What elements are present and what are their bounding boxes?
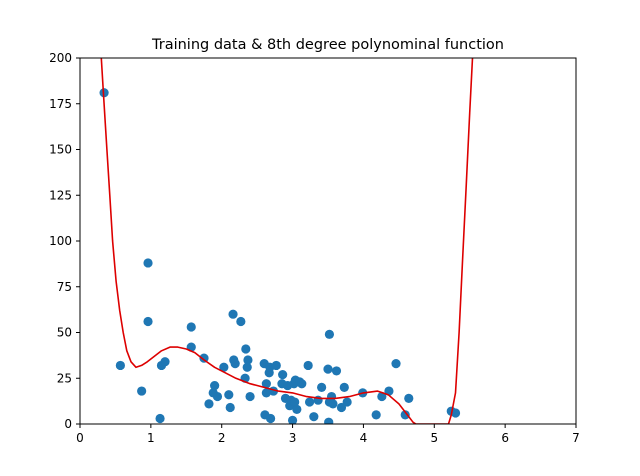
x-tick-label: 2 [218, 431, 226, 445]
y-tick-label: 200 [49, 51, 72, 65]
y-tick-label: 100 [49, 234, 72, 248]
data-point [228, 309, 238, 319]
data-point [309, 412, 319, 422]
data-point [212, 391, 223, 402]
y-tick-label: 50 [57, 326, 72, 340]
data-point [287, 415, 298, 424]
data-point [297, 379, 307, 389]
y-tick-label: 150 [49, 143, 72, 157]
data-point [331, 366, 342, 376]
data-point [377, 391, 387, 402]
data-point [278, 369, 288, 380]
y-tick-label: 0 [64, 417, 72, 431]
data-point [391, 359, 401, 369]
data-point [236, 316, 246, 327]
data-point [242, 362, 252, 372]
data-point [199, 353, 209, 363]
data-point [271, 360, 281, 371]
data-point [371, 410, 381, 420]
data-point [336, 402, 347, 413]
data-point [328, 399, 338, 409]
y-tick-label: 25 [57, 371, 72, 385]
data-point [243, 355, 253, 365]
y-tick-label: 175 [49, 97, 72, 111]
data-point [115, 360, 125, 371]
data-point [219, 362, 229, 372]
data-point [404, 393, 414, 403]
data-point [155, 413, 165, 424]
data-point [225, 402, 235, 413]
data-point [317, 382, 327, 392]
data-point [245, 391, 255, 402]
data-point [261, 379, 271, 389]
data-point [324, 417, 334, 424]
x-tick-label: 5 [430, 431, 438, 445]
y-axis: 0 25 50 75 100 125 150 175 200 [49, 51, 80, 431]
x-tick-label: 7 [572, 431, 580, 445]
data-point [450, 408, 461, 418]
x-tick-label: 3 [289, 431, 297, 445]
y-tick-label: 75 [57, 280, 72, 294]
data-point [303, 360, 313, 371]
x-tick-label: 6 [501, 431, 509, 445]
data-point [400, 410, 410, 420]
data-point [324, 329, 335, 339]
data-point [137, 386, 147, 396]
x-tick-label: 4 [360, 431, 368, 445]
chart-title: Training data & 8th degree polynominal f… [151, 37, 504, 53]
data-point [339, 382, 349, 392]
data-point [261, 388, 271, 398]
data-point [266, 413, 276, 424]
data-point [290, 397, 300, 407]
data-point [342, 397, 352, 407]
data-point [224, 390, 234, 400]
plot-area [99, 58, 474, 424]
x-tick-label: 0 [76, 431, 84, 445]
data-point [304, 397, 315, 407]
x-tick-label: 1 [147, 431, 155, 445]
y-tick-label: 125 [49, 188, 72, 202]
data-point [160, 357, 170, 367]
polynomial-curve [100, 58, 474, 424]
data-point [186, 322, 196, 332]
data-point [143, 258, 153, 268]
data-point [210, 380, 220, 391]
data-point [323, 364, 333, 374]
data-point [292, 404, 302, 414]
data-point [230, 359, 240, 369]
data-point [143, 316, 153, 327]
x-axis: 0 1 2 3 4 5 6 7 [76, 424, 580, 445]
data-point [204, 399, 214, 409]
data-point [241, 344, 251, 354]
